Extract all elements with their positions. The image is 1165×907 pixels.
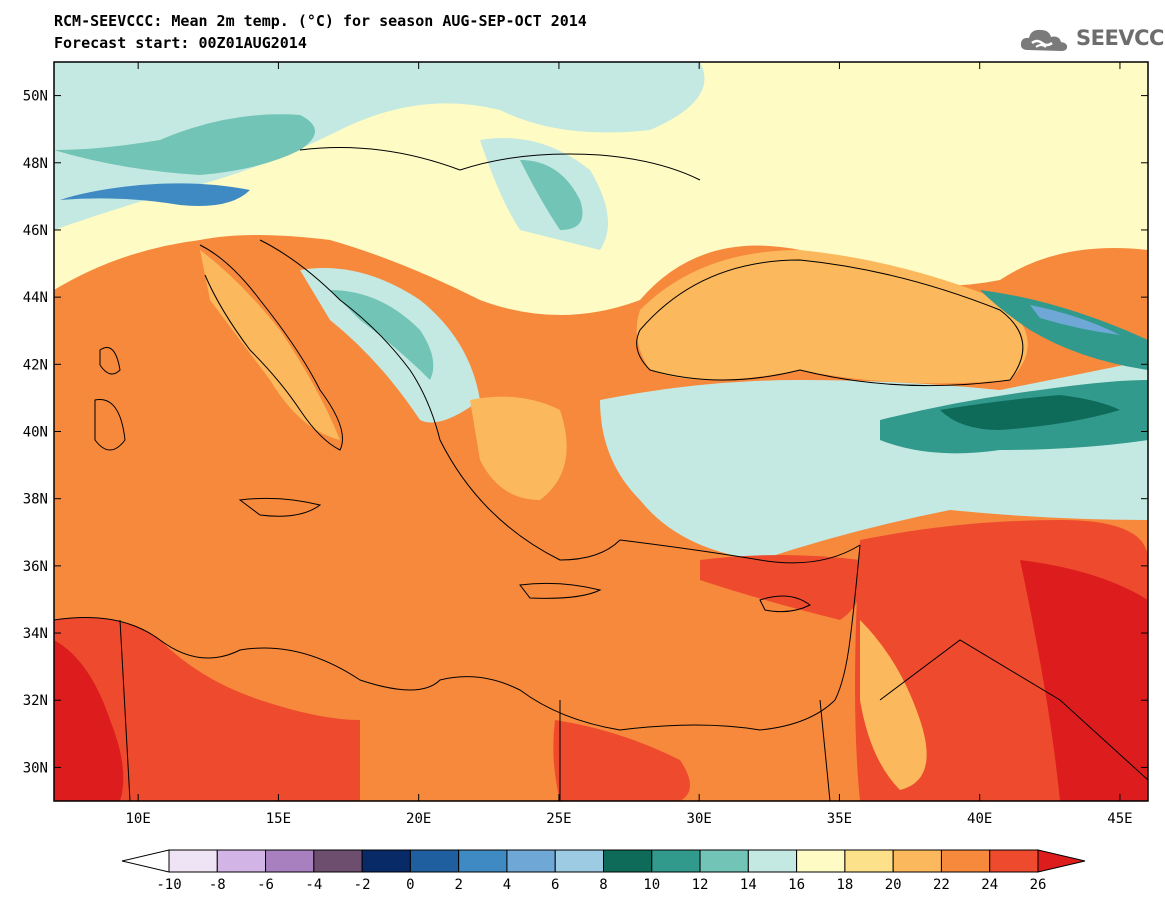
colorbar-cell [506,849,556,873]
lat-tick-label: 30N [23,760,48,776]
lat-tick-label: 40N [23,425,48,441]
figure-title-line1: RCM-SEEVCCC: Mean 2m temp. (°C) for seas… [54,12,587,30]
arabia-hot-core [1020,560,1148,801]
colorbar-level-label: 12 [692,877,709,893]
colorbar-cell [796,849,846,873]
italy-field [200,250,340,440]
colorbar-min-triangle [121,849,170,873]
colorbar-level-label: 14 [740,877,757,893]
colorbar-level-label: 18 [836,877,853,893]
anatolia-cold-core [940,395,1120,430]
lat-tick-label: 48N [23,156,48,172]
colorbar-cell [361,849,411,873]
colorbar-level-label: -6 [257,877,274,893]
colorbar-level-label: -4 [305,877,322,893]
turkey-coast-hot [700,555,863,620]
caucasus-ridge [980,290,1148,370]
colorbar-level-label: 2 [454,877,462,893]
colorbar-cell [168,849,218,873]
egypt-hot-zone [553,720,690,801]
lat-tick-label: 32N [23,693,48,709]
colorbar-cell [747,849,798,873]
lat-tick-label: 34N [23,626,48,642]
colorbar-level-label: 6 [551,877,559,893]
colorbar-level-label: -10 [156,877,181,893]
colorbar-level-label: 0 [406,877,414,893]
lon-tick-label: 30E [687,811,712,827]
map-field [54,62,1148,801]
colorbar-level-label: -2 [354,877,371,893]
lat-tick-label: 46N [23,223,48,239]
colorbar-cell [651,849,701,873]
alps-ridge [54,114,315,175]
colorbar-cell [216,849,267,873]
colorbar-level-label: 4 [503,877,511,893]
colorbar-cell [844,849,894,873]
lon-tick-label: 45E [1107,811,1132,827]
colorbar-level-label: 26 [1030,877,1047,893]
lat-tick-label: 36N [23,559,48,575]
colorbar-level-label: 20 [885,877,902,893]
caucasus-cold-core [1030,305,1120,335]
colorbar-max-triangle [1037,849,1086,873]
cloud-icon [1020,29,1068,51]
logo-text: SEEVCCC [1076,26,1165,50]
colorbar-level-label: 22 [933,877,950,893]
lon-tick-label: 40E [967,811,992,827]
seevccc-logo: SEEVCCC [1018,22,1165,56]
colorbar-cell [699,849,749,873]
black-sea-field [636,250,1028,384]
colorbar-cell [603,849,653,873]
colorbar-cell [458,849,508,873]
lon-tick-label: 20E [406,811,431,827]
lon-tick-label: 10E [126,811,151,827]
greece-field [470,396,567,500]
colorbar-level-label: 24 [981,877,998,893]
colorbar-cell [409,849,460,873]
latitude-axis: 50N 48N 46N 44N 42N 40N 38N 36N 34N 32N 30N [23,89,1148,776]
colorbar-level-label: 8 [599,877,607,893]
colorbar-cell [989,849,1039,873]
colorbar-cell [313,849,363,873]
libya-hot-zone [54,617,360,801]
jordan-field [860,620,927,790]
colorbar-cell [554,849,605,873]
coastlines [54,147,1148,801]
alps-cold-core [60,183,250,206]
alps-cool-zone [54,62,705,230]
lat-tick-label: 44N [23,290,48,306]
lat-tick-label: 50N [23,89,48,105]
libya-hot-core [54,640,124,801]
colorbar-cell [892,849,942,873]
colorbar-level-label: 10 [643,877,660,893]
colorbar-cell [940,849,991,873]
carpathian-ridge [520,160,583,230]
lon-tick-label: 15E [266,811,291,827]
colorbar-level-label: -8 [209,877,226,893]
colorbar-cell [265,849,315,873]
lon-tick-label: 35E [827,811,852,827]
figure-title-line2: Forecast start: 00Z01AUG2014 [54,34,307,52]
colorbar-level-label: 16 [788,877,805,893]
lon-tick-label: 25E [546,811,571,827]
lat-tick-label: 42N [23,357,48,373]
lat-tick-label: 38N [23,492,48,508]
longitude-axis: 10E 15E 20E 25E 30E 35E 40E 45E [126,62,1133,827]
